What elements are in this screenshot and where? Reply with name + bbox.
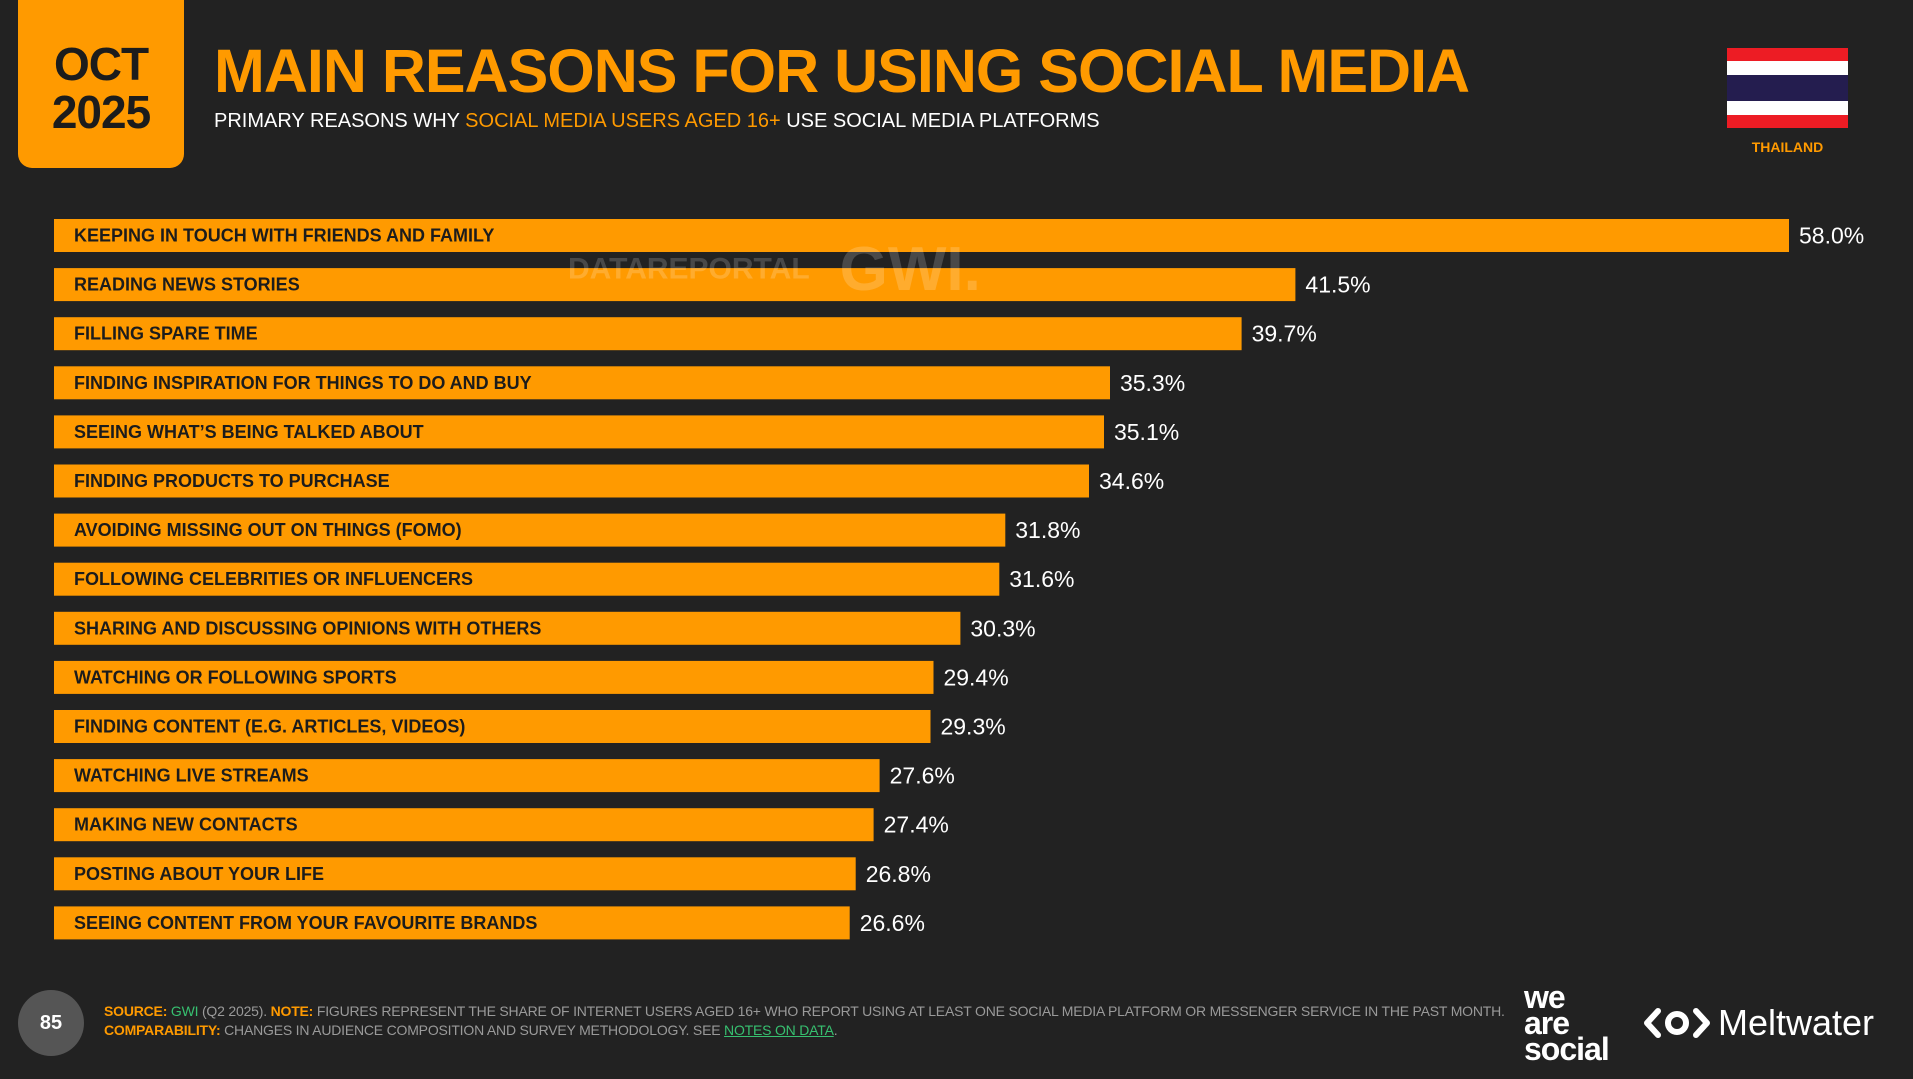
comparability-label: COMPARABILITY: [104, 1022, 221, 1038]
date-month: OCT [53, 38, 149, 90]
thailand-flag-icon [1727, 48, 1848, 128]
value-label: 26.8% [866, 861, 931, 887]
bar-group: MAKING NEW CONTACTS 27.4% [54, 808, 949, 842]
page-subtitle: PRIMARY REASONS WHY SOCIAL MEDIA USERS A… [214, 110, 1100, 133]
value-label: 41.5% [1305, 272, 1370, 298]
category-label: POSTING ABOUT YOUR LIFE [74, 864, 324, 884]
category-label: WATCHING OR FOLLOWING SPORTS [74, 667, 397, 687]
category-label: KEEPING IN TOUCH WITH FRIENDS AND FAMILY [74, 226, 494, 246]
we-are-social-logo: we are social [1524, 979, 1610, 1067]
meltwater-icon [1644, 1008, 1710, 1038]
footnote-line-2: COMPARABILITY: CHANGES IN AUDIENCE COMPO… [104, 1021, 1505, 1040]
notes-on-data-link[interactable]: NOTES ON DATA [724, 1022, 834, 1038]
value-label: 39.7% [1252, 321, 1317, 347]
value-label: 31.8% [1015, 517, 1080, 543]
footnote-period: . [833, 1022, 838, 1038]
bar [54, 366, 1110, 400]
bar-group: SEEING WHAT’S BEING TALKED ABOUT 35.1% [54, 415, 1179, 449]
bar [54, 562, 1000, 596]
bar-group: AVOIDING MISSING OUT ON THINGS (FOMO) 31.… [54, 513, 1080, 547]
note-label: NOTE: [270, 1003, 314, 1019]
bar [54, 464, 1089, 498]
bar [54, 268, 1296, 302]
bar [54, 759, 880, 793]
category-label: SEEING CONTENT FROM YOUR FAVOURITE BRAND… [74, 913, 537, 933]
date-year: 2025 [51, 86, 151, 138]
logo-line-social: social [1524, 1031, 1610, 1067]
value-label: 35.3% [1120, 370, 1185, 396]
bar-group: READING NEWS STORIES 41.5% [54, 268, 1371, 302]
value-label: 29.3% [940, 714, 1005, 740]
subtitle-highlight: SOCIAL MEDIA USERS AGED 16+ [465, 110, 781, 132]
footnote-line-1: SOURCE: GWI (Q2 2025). NOTE: FIGURES REP… [104, 1002, 1505, 1021]
meltwater-wordmark: Meltwater [1718, 1002, 1875, 1043]
category-label: READING NEWS STORIES [74, 275, 300, 295]
bar-group: SHARING AND DISCUSSING OPINIONS WITH OTH… [54, 611, 1036, 645]
value-label: 35.1% [1114, 419, 1179, 445]
footnote: SOURCE: GWI (Q2 2025). NOTE: FIGURES REP… [104, 1002, 1505, 1040]
bar [54, 415, 1104, 449]
category-label: AVOIDING MISSING OUT ON THINGS (FOMO) [74, 520, 462, 540]
bar-group: FILLING SPARE TIME 39.7% [54, 317, 1317, 351]
bar-group: KEEPING IN TOUCH WITH FRIENDS AND FAMILY… [54, 219, 1864, 252]
bar [54, 219, 1789, 252]
bar-group: SEEING CONTENT FROM YOUR FAVOURITE BRAND… [54, 906, 925, 940]
value-label: 27.4% [884, 812, 949, 838]
bar-group: FINDING PRODUCTS TO PURCHASE 34.6% [54, 464, 1164, 498]
logo-line-are: are [1524, 1005, 1570, 1041]
bar [54, 906, 850, 940]
bar-group: FOLLOWING CELEBRITIES OR INFLUENCERS 31.6… [54, 562, 1074, 596]
category-label: FINDING INSPIRATION FOR THINGS TO DO AND… [74, 373, 532, 393]
value-label: 31.6% [1009, 566, 1074, 592]
bar-group: POSTING ABOUT YOUR LIFE 26.8% [54, 857, 931, 891]
source-detail: (Q2 2025). [198, 1003, 271, 1019]
bar [54, 660, 934, 694]
country-label: THAILAND [1751, 139, 1824, 155]
category-label: FINDING PRODUCTS TO PURCHASE [74, 471, 390, 491]
value-label: 58.0% [1799, 223, 1864, 249]
source-link[interactable]: GWI [170, 1003, 199, 1019]
category-label: FINDING CONTENT (E.G. ARTICLES, VIDEOS) [74, 717, 465, 737]
bar [54, 317, 1242, 351]
value-label: 30.3% [970, 615, 1035, 641]
source-label: SOURCE: [104, 1003, 168, 1019]
value-label: 29.4% [943, 664, 1008, 690]
bar-group: FINDING INSPIRATION FOR THINGS TO DO AND… [54, 366, 1185, 400]
bar [54, 857, 856, 891]
value-label: 26.6% [860, 910, 925, 936]
bar-group: WATCHING LIVE STREAMS 27.6% [54, 759, 955, 793]
note-text: FIGURES REPRESENT THE SHARE OF INTERNET … [313, 1003, 1505, 1019]
category-label: WATCHING LIVE STREAMS [74, 766, 309, 786]
bar-group: FINDING CONTENT (E.G. ARTICLES, VIDEOS) 2… [54, 710, 1006, 743]
comparability-text: CHANGES IN AUDIENCE COMPOSITION AND SURV… [220, 1022, 725, 1038]
category-label: FOLLOWING CELEBRITIES OR INFLUENCERS [74, 569, 473, 589]
bar [54, 513, 1006, 547]
logo-line-we: we [1524, 979, 1566, 1015]
subtitle-post: USE SOCIAL MEDIA PLATFORMS [780, 110, 1100, 132]
subtitle-pre: PRIMARY REASONS WHY [214, 110, 466, 132]
category-label: SEEING WHAT’S BEING TALKED ABOUT [74, 422, 424, 442]
date-badge: OCT 2025 [18, 0, 184, 168]
page-title: MAIN REASONS FOR USING SOCIAL MEDIA [214, 37, 1470, 105]
category-label: SHARING AND DISCUSSING OPINIONS WITH OTH… [74, 618, 541, 638]
bar [54, 710, 931, 743]
bar-group: WATCHING OR FOLLOWING SPORTS 29.4% [54, 660, 1009, 694]
bar [54, 808, 874, 842]
value-label: 34.6% [1099, 468, 1164, 494]
value-label: 27.6% [890, 763, 955, 789]
category-label: FILLING SPARE TIME [74, 324, 258, 344]
category-label: MAKING NEW CONTACTS [74, 815, 298, 835]
meltwater-logo: Meltwater [1644, 1002, 1874, 1044]
bar [54, 611, 961, 645]
page-number: 85 [18, 990, 84, 1056]
